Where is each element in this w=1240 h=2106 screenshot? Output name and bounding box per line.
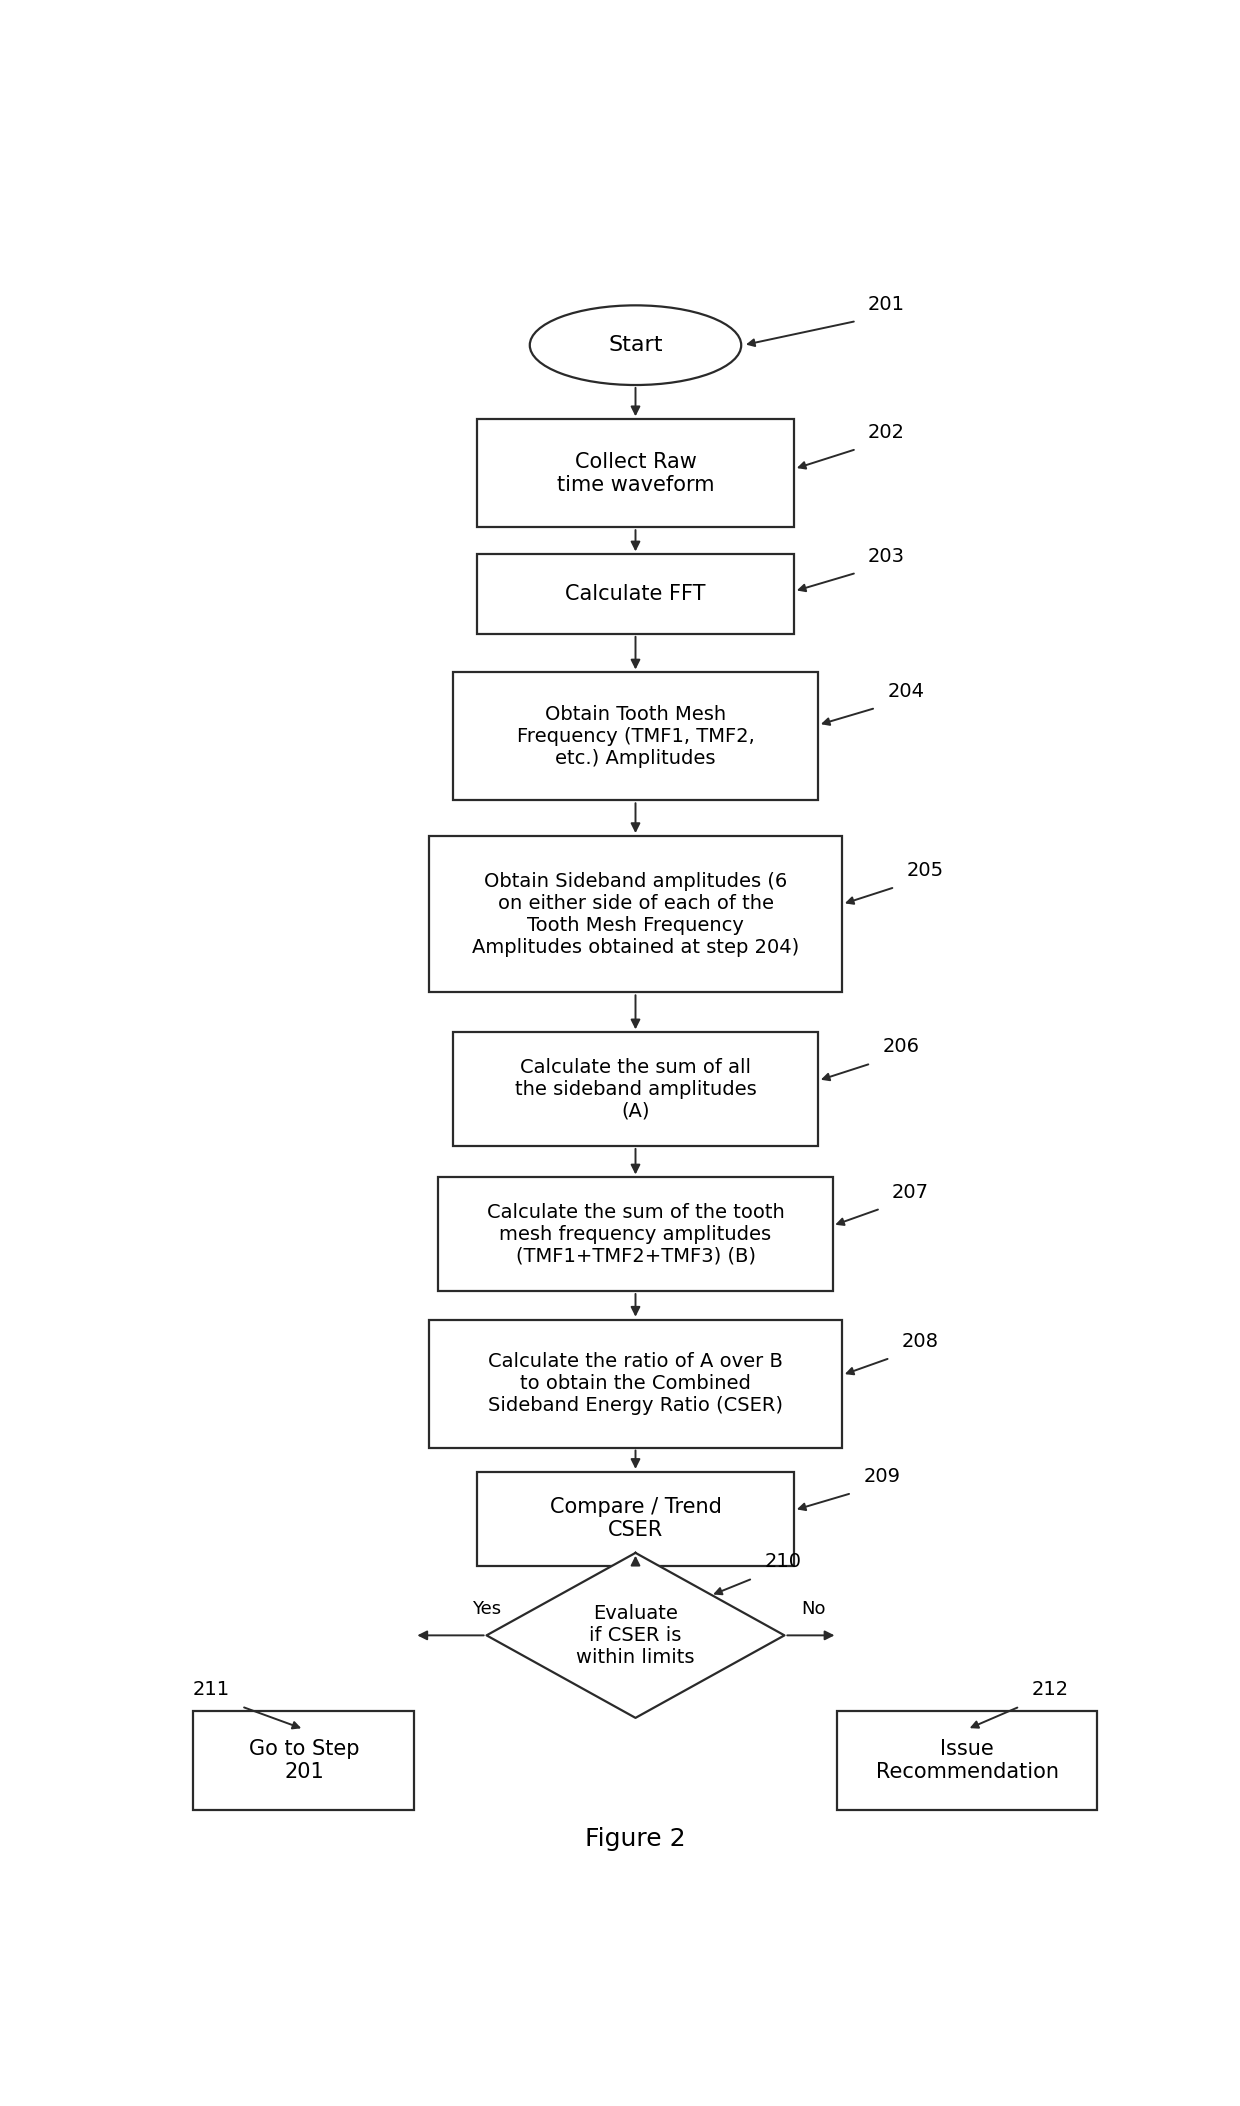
Text: Calculate FFT: Calculate FFT: [565, 583, 706, 604]
Text: 204: 204: [888, 682, 924, 701]
Text: Compare / Trend
CSER: Compare / Trend CSER: [549, 1497, 722, 1539]
Text: 201: 201: [868, 295, 905, 314]
Text: No: No: [801, 1601, 826, 1617]
Text: 203: 203: [868, 548, 905, 567]
Text: 210: 210: [764, 1552, 801, 1571]
Bar: [439, 1177, 832, 1291]
Text: 211: 211: [193, 1681, 229, 1700]
Text: Figure 2: Figure 2: [585, 1826, 686, 1851]
Text: Collect Raw
time waveform: Collect Raw time waveform: [557, 451, 714, 495]
Bar: [477, 419, 794, 526]
Text: 208: 208: [901, 1331, 939, 1350]
Text: Calculate the sum of all
the sideband amplitudes
(A): Calculate the sum of all the sideband am…: [515, 1057, 756, 1120]
Bar: [429, 1320, 842, 1447]
Text: Issue
Recommendation: Issue Recommendation: [875, 1740, 1059, 1782]
Text: Calculate the ratio of A over B
to obtain the Combined
Sideband Energy Ratio (CS: Calculate the ratio of A over B to obtai…: [489, 1352, 782, 1415]
Text: Start: Start: [609, 335, 662, 356]
Text: Yes: Yes: [472, 1601, 501, 1617]
Bar: [477, 1472, 794, 1565]
Text: Evaluate
if CSER is
within limits: Evaluate if CSER is within limits: [577, 1605, 694, 1666]
Text: 207: 207: [892, 1181, 929, 1203]
Bar: [837, 1710, 1096, 1811]
Bar: [453, 672, 818, 800]
Bar: [429, 836, 842, 992]
Text: 202: 202: [868, 423, 905, 442]
Bar: [477, 554, 794, 634]
Text: 206: 206: [883, 1038, 920, 1057]
Ellipse shape: [529, 305, 742, 385]
Text: Obtain Tooth Mesh
Frequency (TMF1, TMF2,
etc.) Amplitudes: Obtain Tooth Mesh Frequency (TMF1, TMF2,…: [517, 706, 754, 769]
Text: 205: 205: [906, 861, 944, 880]
Bar: [193, 1710, 414, 1811]
Polygon shape: [486, 1552, 785, 1718]
Text: Go to Step
201: Go to Step 201: [249, 1740, 360, 1782]
Text: Calculate the sum of the tooth
mesh frequency amplitudes
(TMF1+TMF2+TMF3) (B): Calculate the sum of the tooth mesh freq…: [486, 1203, 785, 1266]
Text: 209: 209: [863, 1468, 900, 1487]
Bar: [453, 1032, 818, 1146]
Text: 212: 212: [1032, 1681, 1069, 1700]
Text: Obtain Sideband amplitudes (6
on either side of each of the
Tooth Mesh Frequency: Obtain Sideband amplitudes (6 on either …: [472, 872, 799, 956]
